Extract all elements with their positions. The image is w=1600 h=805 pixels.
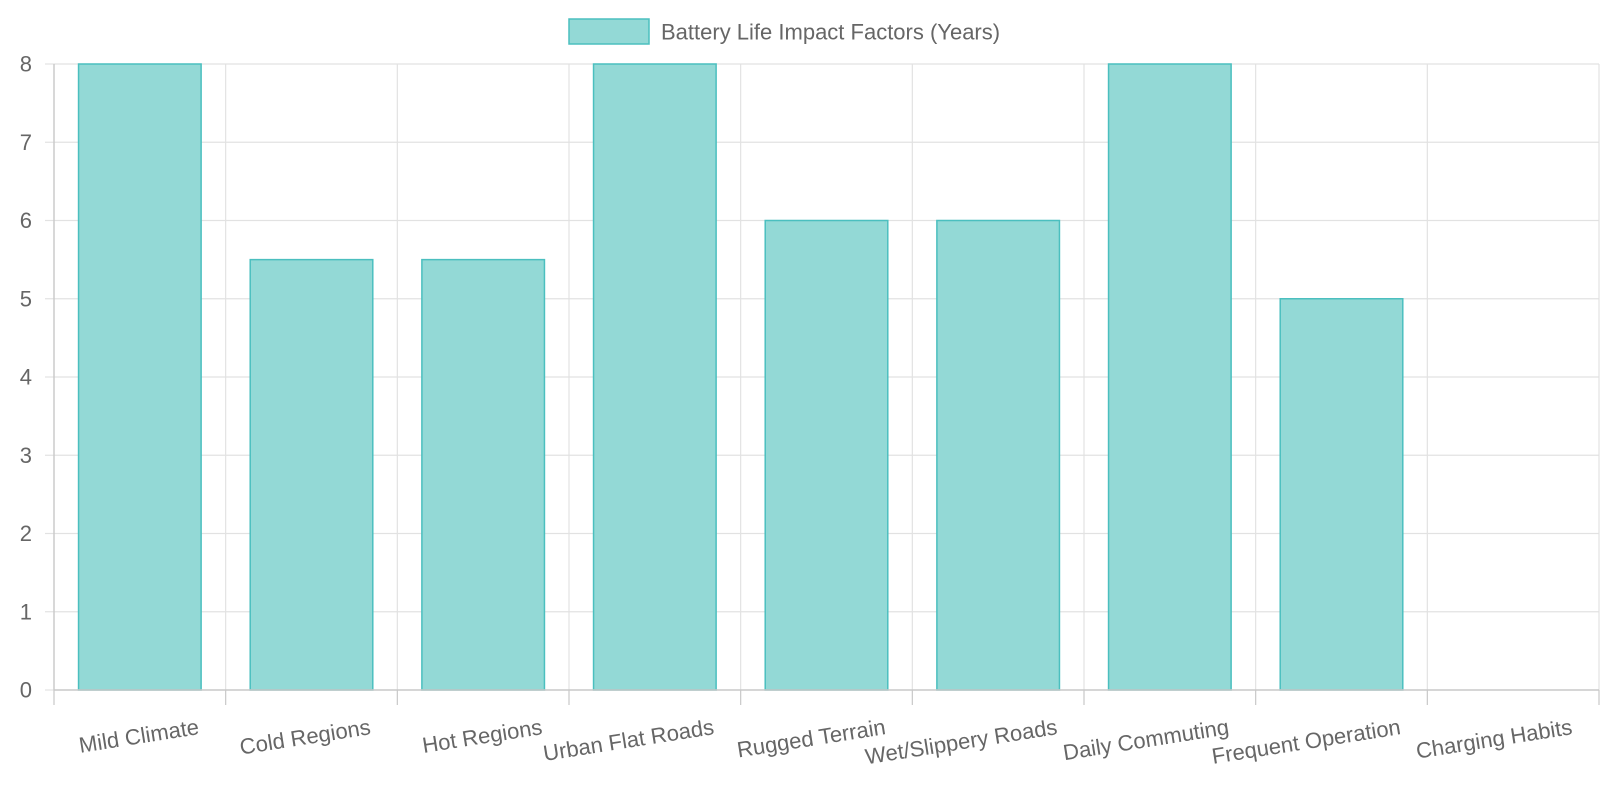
y-tick-label: 8 <box>20 52 32 77</box>
x-tick-label: Frequent Operation <box>1210 714 1402 769</box>
x-tick-label: Wet/Slippery Roads <box>863 714 1059 769</box>
bar[interactable] <box>249 258 374 691</box>
y-tick-label: 3 <box>20 443 32 468</box>
bar[interactable] <box>1107 63 1232 691</box>
bar[interactable] <box>1279 298 1404 691</box>
x-tick-label: Hot Regions <box>420 714 543 758</box>
bar[interactable] <box>936 219 1061 691</box>
y-tick-label: 5 <box>20 286 32 311</box>
y-tick-label: 4 <box>20 365 32 390</box>
bar[interactable] <box>77 63 202 691</box>
x-tick-label: Mild Climate <box>77 714 200 758</box>
legend-label: Battery Life Impact Factors (Years) <box>661 20 1000 45</box>
y-tick-label: 7 <box>20 130 32 155</box>
legend-swatch <box>568 18 650 45</box>
x-tick-label: Daily Commuting <box>1061 714 1230 765</box>
bar[interactable] <box>421 258 546 691</box>
x-tick-labels: Mild Climate Cold Regions Hot RegionsUrban… <box>77 714 1574 769</box>
legend[interactable]: Battery Life Impact Factors (Years) <box>568 18 1000 45</box>
axes <box>45 63 1600 705</box>
y-tick-labels: 0 1 2 3 4 5 6 7 8 <box>20 52 32 703</box>
y-tick-label: 0 <box>20 678 32 703</box>
bars <box>77 63 1404 691</box>
bar[interactable] <box>592 63 717 691</box>
x-tick-label: Charging Habits <box>1414 714 1574 763</box>
y-tick-label: 2 <box>20 521 32 546</box>
y-tick-label: 1 <box>20 599 32 624</box>
bar[interactable] <box>764 219 889 691</box>
x-tick-label: Cold Regions <box>238 714 372 759</box>
x-tick-label: Urban Flat Roads <box>541 714 715 766</box>
y-tick-label: 6 <box>20 208 32 233</box>
